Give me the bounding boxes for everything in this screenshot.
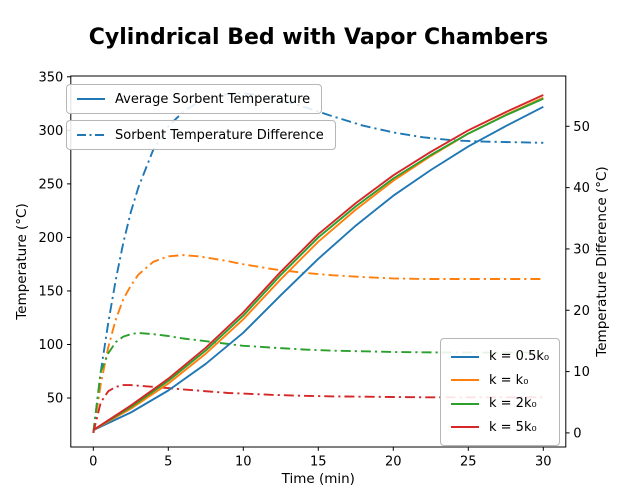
legend-item-label: k = k₀ [489, 372, 529, 388]
x-tick-label: 15 [310, 455, 327, 470]
legend-item-k-5k0: k = 5k₀ [450, 416, 537, 440]
y-left-tick-label: 50 [47, 392, 64, 407]
legend-item-k-k0: k = k₀ [450, 369, 528, 393]
series-average-sorbent-temperature-k-0-5k- [92, 105, 544, 431]
series-sorbent-temperature-difference-k-2k- [92, 331, 544, 434]
legend-line-sample-icon [451, 355, 479, 358]
y-left-tick-label: 150 [38, 285, 63, 300]
series-sorbent-temperature-difference-k-0-5k- [92, 92, 544, 434]
x-tick-label: 0 [89, 455, 97, 470]
legend-item-k-2k0: k = 2k₀ [450, 392, 537, 416]
legend-line-sample-icon [451, 379, 479, 382]
y-right-tick-label: 30 [573, 243, 590, 258]
y-right-tick-label: 50 [573, 120, 590, 135]
y-right-axis-label: Temperature Difference (°C) [594, 166, 610, 357]
legend-item-k-0p5k0: k = 0.5k₀ [450, 345, 549, 369]
y-left-tick-label: 100 [38, 338, 63, 353]
series-average-sorbent-temperature-k-5k- [92, 94, 544, 431]
series-average-sorbent-temperature-k-2k- [92, 97, 544, 431]
y-right-tick-label: 40 [573, 181, 590, 196]
dashdot-line-sample-icon [77, 134, 105, 136]
legend-average-temperature: Average Sorbent Temperature [66, 84, 323, 114]
legend-line-sample-icon [451, 426, 479, 429]
legend-line-sample-icon [451, 402, 479, 405]
legend-item-label: k = 0.5k₀ [489, 349, 550, 365]
y-left-tick-label: 250 [38, 177, 63, 192]
y-right-tick-label: 10 [573, 365, 590, 380]
y-left-tick-label: 300 [38, 124, 63, 139]
chart-title: Cylindrical Bed with Vapor Chambers [88, 25, 549, 50]
legend-item-label: k = 2k₀ [489, 396, 537, 412]
series-sorbent-temperature-difference-k-5k- [92, 384, 544, 434]
y-right-tick-label: 0 [573, 426, 581, 441]
x-tick-label: 5 [164, 455, 172, 470]
x-tick-label: 10 [235, 455, 252, 470]
x-tick-label: 20 [385, 455, 402, 470]
legend-item-label: k = 5k₀ [489, 419, 537, 435]
legend-temperature-difference: Sorbent Temperature Difference [66, 120, 336, 150]
y-left-tick-label: 200 [38, 231, 63, 246]
legend-average-label: Average Sorbent Temperature [115, 91, 311, 107]
solid-line-sample-icon [77, 98, 105, 100]
x-tick-label: 25 [460, 455, 477, 470]
y-left-tick-label: 350 [38, 70, 63, 85]
y-left-axis-label: Temperature (°C) [14, 203, 30, 321]
legend-difference-label: Sorbent Temperature Difference [115, 127, 324, 143]
x-axis-label: Time (min) [281, 471, 355, 487]
x-tick-label: 30 [535, 455, 552, 470]
y-right-tick-label: 20 [573, 304, 590, 319]
legend-k-values: k = 0.5k₀ k = k₀ k = 2k₀ k = 5k₀ [440, 338, 561, 446]
